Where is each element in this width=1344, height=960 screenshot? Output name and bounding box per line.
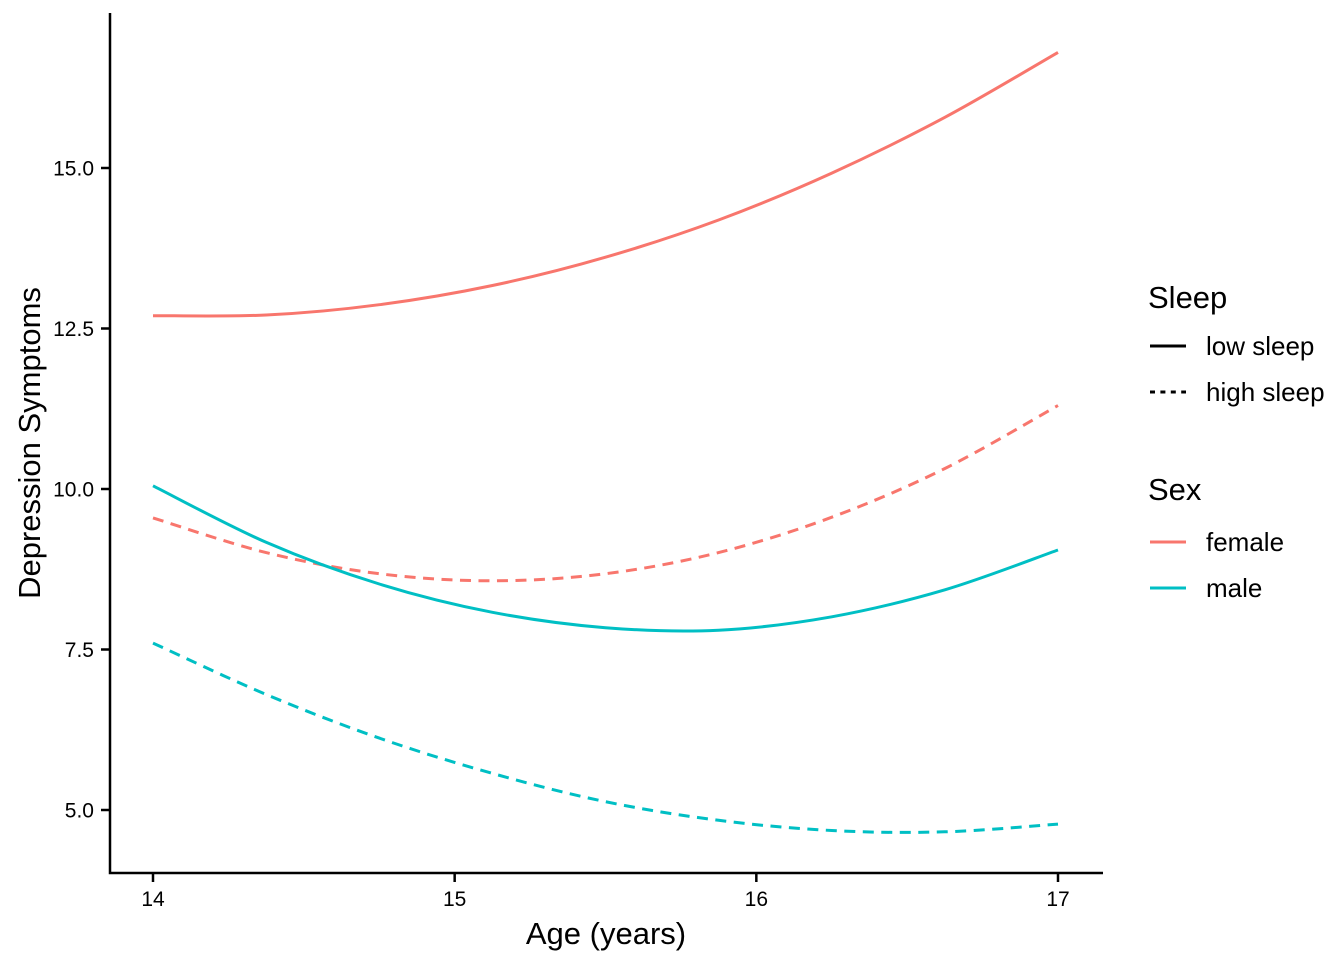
y-tick-label: 7.5	[65, 639, 94, 662]
y-tick-label: 15.0	[53, 158, 94, 181]
legend-label-high-sleep: high sleep	[1206, 377, 1325, 407]
legend-title-sleep: Sleep	[1148, 280, 1228, 315]
y-tick-label: 12.5	[53, 318, 94, 341]
high-sleep-dashed-line-icon	[1150, 390, 1186, 394]
legend-label-male: male	[1206, 573, 1263, 603]
male-line-icon	[1150, 586, 1186, 590]
legend-label-low-sleep: low sleep	[1206, 331, 1315, 361]
legend-title-sex: Sex	[1148, 472, 1202, 507]
legend-label-female: female	[1206, 527, 1285, 557]
axis-lines	[108, 13, 1103, 875]
curve-male-high-sleep	[152, 641, 1059, 834]
x-axis-title: Age (years)	[525, 916, 687, 951]
x-tick-label: 17	[1046, 888, 1069, 911]
curve-female-high-sleep	[152, 404, 1059, 583]
x-tick-label: 16	[745, 888, 768, 911]
legend-item-male: male	[1148, 573, 1262, 603]
legend-item-female: female	[1148, 527, 1284, 557]
x-tick-label: 15	[443, 888, 466, 911]
legend-item-low-sleep: low sleep	[1148, 331, 1314, 361]
curve-female-low-sleep	[152, 51, 1059, 318]
y-tick-label: 5.0	[65, 800, 94, 823]
y-axis-title: Depression Symptoms	[12, 287, 47, 599]
x-tick-label: 14	[141, 888, 165, 911]
curve-male-low-sleep	[152, 484, 1059, 633]
legend-item-high-sleep: high sleep	[1148, 377, 1325, 407]
female-line-icon	[1150, 540, 1186, 544]
low-sleep-line-icon	[1150, 344, 1186, 348]
y-tick-label: 10.0	[53, 479, 94, 502]
